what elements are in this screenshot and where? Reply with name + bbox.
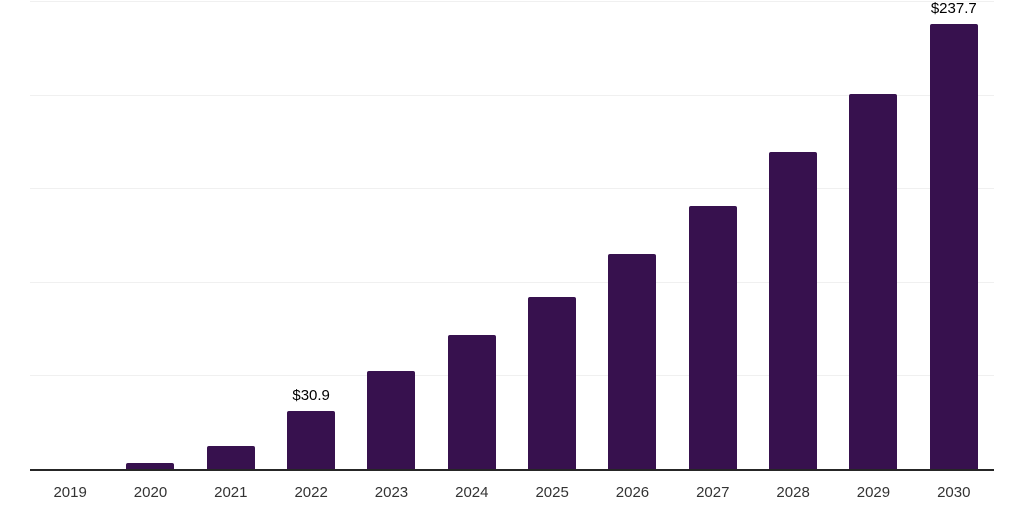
bar xyxy=(849,93,898,469)
x-axis-tick-label: 2022 xyxy=(294,484,328,501)
plot-area: $30.9 $237.7 xyxy=(30,0,994,471)
gridline xyxy=(30,1,994,2)
gridlines xyxy=(30,1,994,469)
bar xyxy=(206,445,255,469)
x-axis-tick-label: 2027 xyxy=(696,484,730,501)
x-axis-tick-label: 2023 xyxy=(374,484,409,501)
bar-column: $237.7 xyxy=(914,0,994,469)
bar-column xyxy=(512,1,592,469)
bar xyxy=(608,254,657,469)
bar-column xyxy=(110,1,190,469)
x-axis-tick-label: 2025 xyxy=(535,484,569,501)
bar xyxy=(688,205,737,469)
bar-value-label: $30.9 xyxy=(292,387,330,405)
bar-column xyxy=(592,1,672,469)
bar-column xyxy=(191,1,271,469)
bar-column: $30.9 xyxy=(271,1,351,469)
bar xyxy=(367,371,416,469)
bar-column xyxy=(673,1,753,469)
bar-column xyxy=(351,1,431,469)
gridline xyxy=(30,188,994,190)
bar xyxy=(528,297,577,469)
x-axis-tick-label: 2029 xyxy=(856,484,891,501)
bar-column xyxy=(833,1,913,469)
x-axis-tick-label: 2028 xyxy=(776,484,810,501)
gridline xyxy=(30,281,994,283)
bar xyxy=(447,335,496,469)
bar xyxy=(929,24,978,469)
bar-column xyxy=(432,1,512,469)
x-axis-labels: 2019 2020 2021 2022 2023 2024 2025 2026 2027 2028… xyxy=(30,483,994,502)
x-axis-tick-label: 2026 xyxy=(615,484,650,501)
bar-column xyxy=(30,1,110,469)
bars-container: $30.9 $237.7 xyxy=(30,0,994,469)
x-axis-tick-label: 2030 xyxy=(937,484,971,501)
x-axis-tick-label: 2021 xyxy=(214,484,248,501)
x-axis-tick-label: 2020 xyxy=(133,484,168,501)
x-axis-tick-label: 2024 xyxy=(455,484,489,501)
bar xyxy=(126,463,175,469)
bar-value-label: $237.7 xyxy=(930,0,977,18)
x-axis-tick-label: 2019 xyxy=(53,484,87,501)
gridline xyxy=(30,375,994,377)
bar xyxy=(769,152,818,469)
bar-column xyxy=(753,1,833,469)
gridline xyxy=(30,94,994,96)
bar xyxy=(287,411,336,469)
